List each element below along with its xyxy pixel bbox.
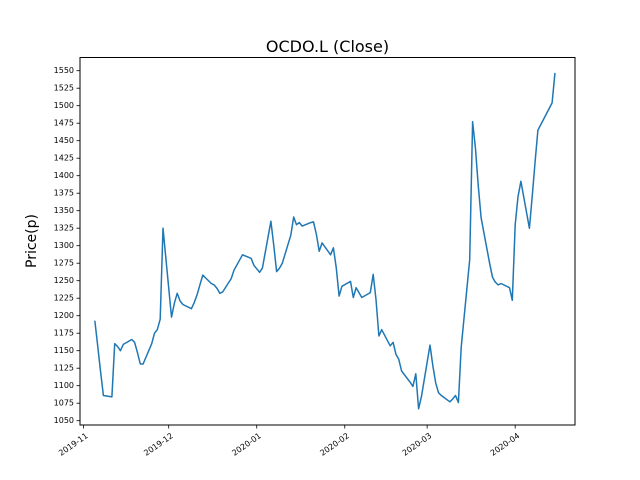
y-tick-label: 1475 [54, 119, 74, 128]
x-tick-label: 2019-11 [57, 431, 90, 458]
x-tick-label: 2020-04 [489, 431, 522, 458]
y-tick-label: 1450 [54, 136, 74, 145]
y-tick-label: 1050 [54, 416, 74, 425]
x-tick-label: 2019-12 [142, 431, 175, 458]
y-tick-label: 1350 [54, 206, 74, 215]
y-tick-label: 1200 [54, 311, 74, 320]
y-tick-label: 1250 [54, 276, 74, 285]
y-tick-label: 1175 [54, 329, 74, 338]
y-tick-label: 1550 [54, 66, 74, 75]
y-tick-label: 1075 [54, 399, 74, 408]
price-line [94, 72, 556, 410]
x-tick-label: 2020-03 [401, 431, 434, 458]
y-tick-label: 1275 [54, 259, 74, 268]
y-tick-label: 1300 [54, 241, 74, 250]
y-tick-label: 1325 [54, 224, 74, 233]
y-tick-label: 1425 [54, 154, 74, 163]
y-tick-label: 1375 [54, 189, 74, 198]
y-tick-label: 1100 [54, 381, 74, 390]
y-tick-label: 1125 [54, 364, 74, 373]
plot-frame [79, 57, 576, 426]
y-tick-label: 1525 [54, 84, 74, 93]
y-tick-label: 1150 [54, 346, 74, 355]
chart-title: OCDO.L (Close) [265, 37, 390, 56]
x-tick-label: 2020-01 [230, 431, 263, 458]
x-tick-label: 2020-02 [318, 431, 351, 458]
y-tick-label: 1500 [54, 101, 74, 110]
y-tick-label: 1225 [54, 294, 74, 303]
y-tick-label: 1400 [54, 171, 74, 180]
